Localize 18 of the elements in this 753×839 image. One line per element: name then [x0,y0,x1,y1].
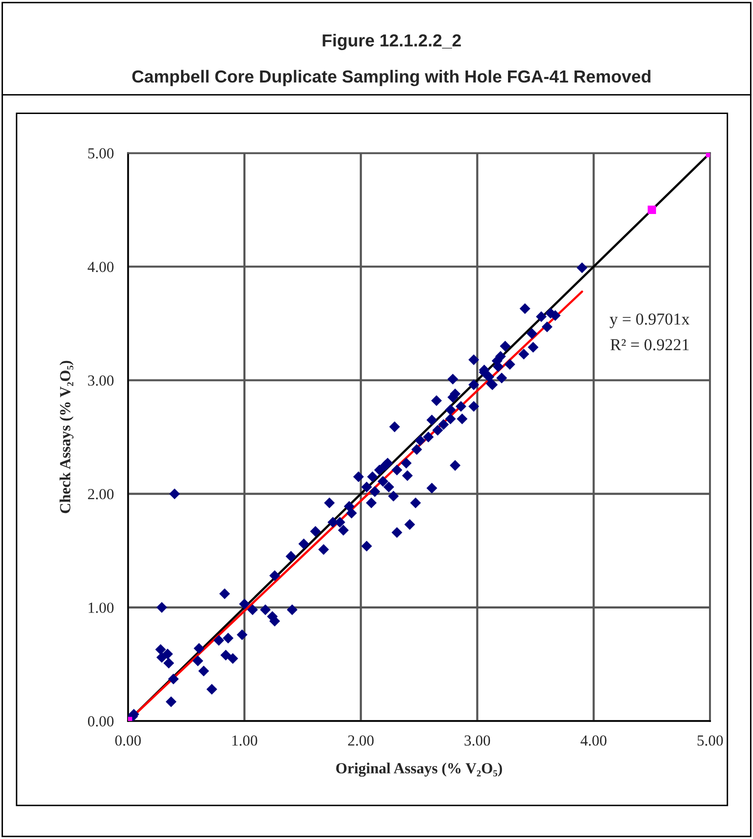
x-tick-label: 3.00 [464,735,490,746]
x-tick-label: 0.00 [115,735,141,746]
y-tick-label: 3.00 [88,375,114,386]
annotation: R² = 0.9221 [610,339,689,350]
y-tick-label: 2.00 [88,488,114,500]
chart-subtitle: Campbell Core Duplicate Sampling with Hole FGA-41 Removed [132,70,650,86]
y-tick-label: 1.00 [88,602,114,613]
x-axis-title: Original Assays (% V₂O₅) [336,762,502,777]
y-tick-label: 0.00 [88,716,114,727]
chart-title: Figure 12.1.2.2_2 [322,34,461,50]
y-axis-title: Check Assays (% V₂O₅) [60,360,74,514]
x-tick-label: 4.00 [580,735,606,746]
y-tick-label: 5.00 [88,148,114,159]
annotation: y = 0.9701x [610,313,690,328]
x-tick-label: 5.00 [698,735,723,746]
y-tick-label: 4.00 [88,262,114,272]
x-tick-label: 1.00 [232,735,258,746]
x-tick-label: 2.00 [348,735,374,746]
